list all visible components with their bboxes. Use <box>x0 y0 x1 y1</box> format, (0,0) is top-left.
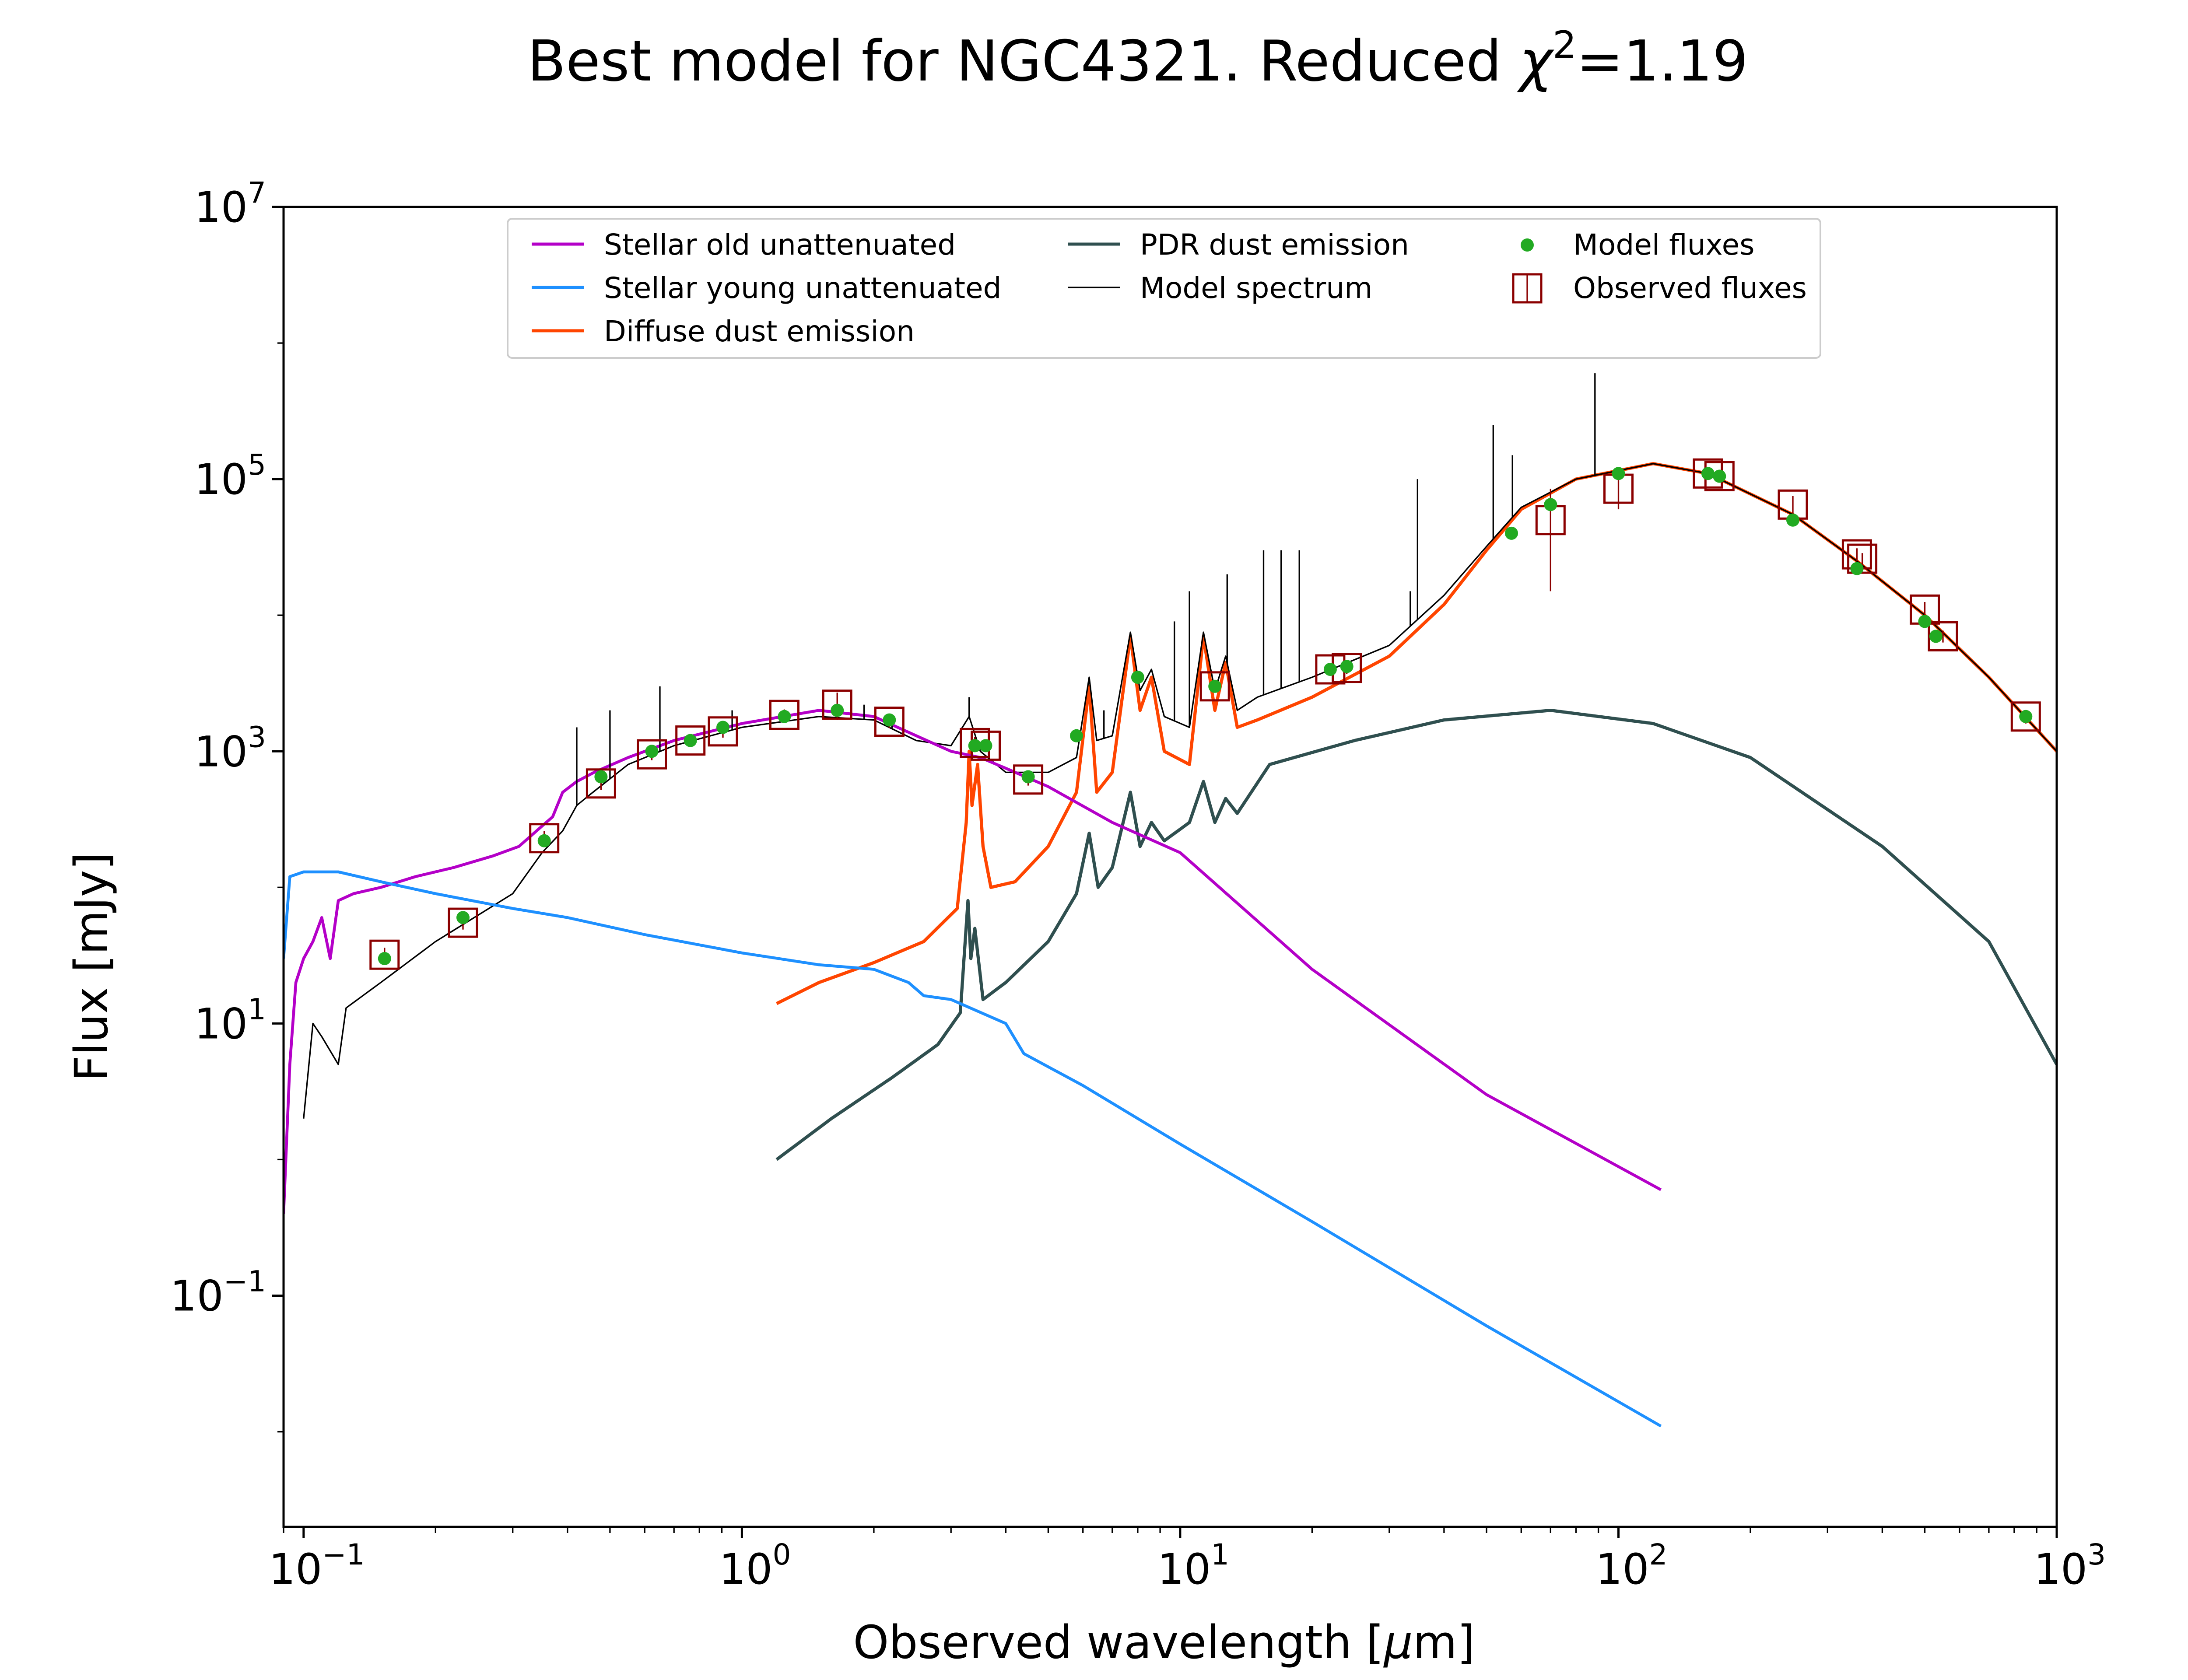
model-flux-point <box>1612 467 1625 480</box>
y-tick-label: 105 <box>194 448 266 504</box>
legend-item-observed-fluxes: Observed fluxes <box>1512 271 1807 305</box>
y-tick-label: 10−1 <box>170 1265 266 1321</box>
model-flux-point <box>1786 513 1799 527</box>
model-flux-point <box>1918 615 1932 628</box>
model-flux-point <box>1131 671 1144 684</box>
plot-clip-group <box>284 373 2057 1428</box>
legend-swatch <box>1521 238 1534 252</box>
model-flux-point <box>1929 630 1943 643</box>
legend-item-stellar-young-unattenuated: Stellar young unattenuated <box>532 271 1002 305</box>
legend-label: Diffuse dust emission <box>604 315 915 348</box>
observed-flux-marker <box>369 939 400 970</box>
y-tick-label: 107 <box>194 176 266 232</box>
x-tick-label: 100 <box>719 1538 791 1594</box>
observed-flux-marker <box>675 725 706 756</box>
observed-flux-marker <box>529 823 560 854</box>
model-flux-point <box>1505 526 1518 540</box>
plot-frame <box>282 206 2058 1528</box>
model-flux-point <box>684 734 697 747</box>
model-flux-point <box>778 710 791 723</box>
axes: 10−1 100 101 102 103 10−1 101 103 105 107 <box>170 176 2106 1594</box>
chart-title: Best model for NGC4321. Reduced χ2=1.19 <box>527 23 1748 94</box>
legend-label: Model spectrum <box>1140 271 1372 305</box>
observed-flux-marker <box>769 700 799 730</box>
legend-item-pdr-dust-emission: PDR dust emission <box>1068 228 1409 262</box>
model-flux-point <box>1323 663 1337 676</box>
x-tick-label: 10−1 <box>269 1538 365 1594</box>
legend-item-model-spectrum: Model spectrum <box>1068 271 1372 305</box>
observed-flux-marker <box>822 690 852 720</box>
model-flux-point <box>1021 770 1035 784</box>
legend-label: Stellar old unattenuated <box>604 228 956 262</box>
series-line-model-spectrum <box>303 463 2057 1119</box>
model-flux-point <box>883 713 896 727</box>
legend-label: Stellar young unattenuated <box>604 271 1002 305</box>
model-flux-point <box>378 952 391 965</box>
series-line-pdr-dust-emission <box>775 708 2057 1161</box>
series-line-stellar-young-unattenuated <box>284 870 1662 1428</box>
legend-item-diffuse-dust-emission: Diffuse dust emission <box>532 315 915 348</box>
legend-label: PDR dust emission <box>1140 228 1409 262</box>
observed-flux-marker <box>1928 621 1958 651</box>
observed-flux-marker <box>637 739 667 770</box>
legend: Stellar old unattenuated Stellar young un… <box>507 218 1821 359</box>
observed-flux-marker <box>448 907 478 938</box>
legend-label: Model fluxes <box>1573 228 1755 262</box>
x-tick-label: 103 <box>2034 1538 2106 1594</box>
model-flux-point <box>1850 562 1864 575</box>
observed-flux-marker <box>708 716 738 747</box>
observed-flux-marker <box>1199 671 1230 702</box>
legend-item-model-fluxes: Model fluxes <box>1521 228 1755 262</box>
x-axis-label: Observed wavelength [μm] <box>853 1616 1475 1669</box>
model-flux-point <box>456 911 470 924</box>
plot-area <box>284 373 2057 1428</box>
model-flux-point <box>645 745 659 758</box>
model-flux-point <box>831 704 844 717</box>
y-tick-label: 101 <box>194 992 266 1048</box>
model-flux-point <box>1713 469 1726 483</box>
observed-flux-marker <box>586 768 616 799</box>
observed-flux-marker <box>2010 701 2041 732</box>
x-tick-label: 101 <box>1157 1538 1229 1594</box>
y-tick-label: 103 <box>194 720 266 776</box>
legend-item-stellar-old-unattenuated: Stellar old unattenuated <box>532 228 956 262</box>
model-flux-point <box>968 739 982 752</box>
legend-label: Observed fluxes <box>1573 271 1807 305</box>
observed-flux-marker <box>874 707 905 737</box>
observed-flux-marker <box>1013 764 1044 795</box>
model-flux-point <box>1070 729 1083 742</box>
model-flux-point <box>1208 679 1222 693</box>
model-flux-point <box>1701 467 1715 480</box>
x-tick-label: 102 <box>1595 1538 1667 1594</box>
observed-flux-marker <box>1847 543 1878 574</box>
legend-frame <box>507 218 1821 359</box>
model-flux-point <box>716 721 729 734</box>
model-flux-point <box>1544 498 1557 511</box>
model-flux-point <box>537 834 551 847</box>
y-axis-label: Flux [mJy] <box>65 852 118 1082</box>
model-flux-point <box>1340 660 1353 673</box>
model-flux-point <box>979 739 992 752</box>
model-flux-point <box>2019 710 2033 723</box>
model-flux-point <box>594 770 608 784</box>
